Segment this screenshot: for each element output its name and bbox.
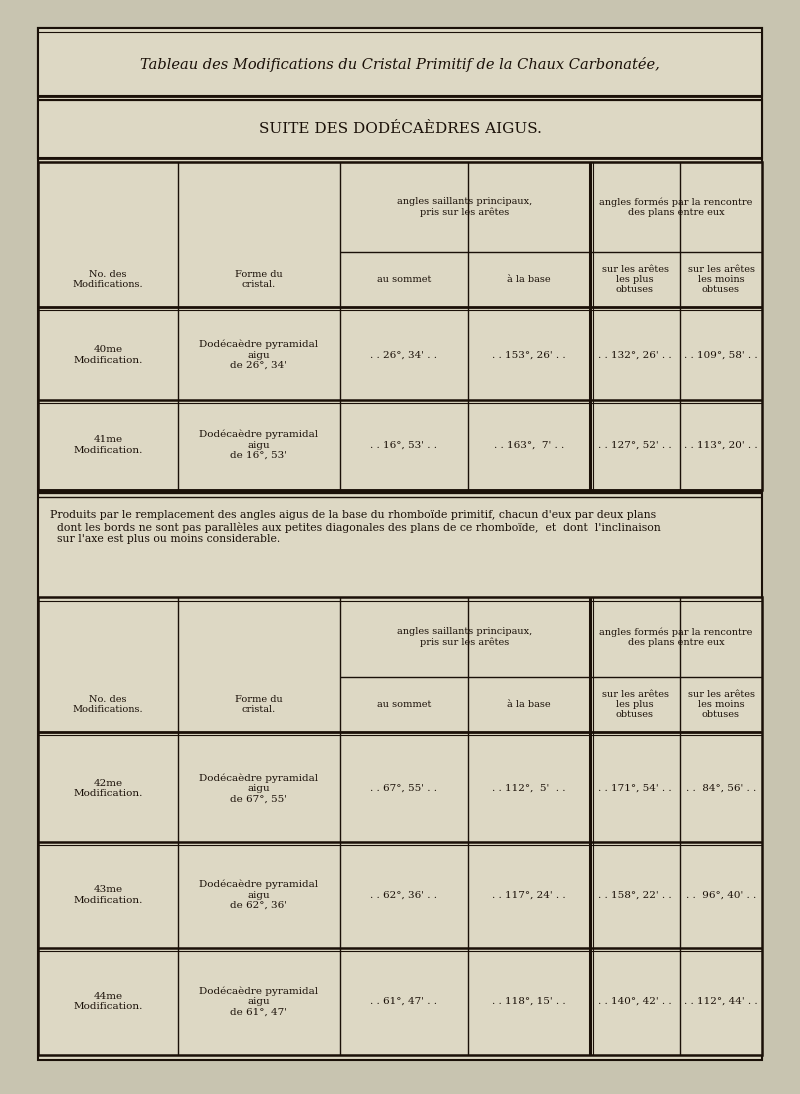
- Text: . . 67°, 55' . .: . . 67°, 55' . .: [370, 783, 438, 793]
- Bar: [38, 100, 762, 158]
- Text: . . 112°, 44' . .: . . 112°, 44' . .: [684, 997, 758, 1006]
- Text: 41me
Modification.: 41me Modification.: [74, 435, 142, 455]
- Text: Dodécaèdre pyramidal
aigu
de 62°, 36': Dodécaèdre pyramidal aigu de 62°, 36': [199, 880, 318, 910]
- Text: . . 127°, 52' . .: . . 127°, 52' . .: [598, 441, 672, 450]
- Text: . . 140°, 42' . .: . . 140°, 42' . .: [598, 997, 672, 1006]
- Text: No. des
Modifications.: No. des Modifications.: [73, 270, 143, 289]
- Bar: [38, 597, 762, 1055]
- Text: . . 118°, 15' . .: . . 118°, 15' . .: [492, 997, 566, 1006]
- Text: No. des
Modifications.: No. des Modifications.: [73, 695, 143, 714]
- Text: Forme du
cristal.: Forme du cristal.: [235, 270, 283, 289]
- Text: . . 112°,  5'  . .: . . 112°, 5' . .: [492, 783, 566, 793]
- Text: 42me
Modification.: 42me Modification.: [74, 779, 142, 798]
- Text: . . 26°, 34' . .: . . 26°, 34' . .: [370, 350, 438, 360]
- Text: . . 171°, 54' . .: . . 171°, 54' . .: [598, 783, 672, 793]
- Text: . . 153°, 26' . .: . . 153°, 26' . .: [492, 350, 566, 360]
- Text: . . 117°, 24' . .: . . 117°, 24' . .: [492, 891, 566, 899]
- Text: Dodécaèdre pyramidal
aigu
de 16°, 53': Dodécaèdre pyramidal aigu de 16°, 53': [199, 430, 318, 461]
- Text: Dodécaèdre pyramidal
aigu
de 61°, 47': Dodécaèdre pyramidal aigu de 61°, 47': [199, 987, 318, 1016]
- Text: . . 62°, 36' . .: . . 62°, 36' . .: [370, 891, 438, 899]
- Text: sur les arêtes
les moins
obtuses: sur les arêtes les moins obtuses: [687, 265, 754, 294]
- Text: au sommet: au sommet: [377, 700, 431, 709]
- Text: Dodécaèdre pyramidal
aigu
de 67°, 55': Dodécaèdre pyramidal aigu de 67°, 55': [199, 773, 318, 803]
- Bar: [38, 28, 762, 96]
- Text: angles saillants principaux,
pris sur les arêtes: angles saillants principaux, pris sur le…: [398, 197, 533, 217]
- Text: à la base: à la base: [507, 275, 551, 284]
- Text: . . 132°, 26' . .: . . 132°, 26' . .: [598, 350, 672, 360]
- Text: . .  84°, 56' . .: . . 84°, 56' . .: [686, 783, 756, 793]
- Text: Produits par le remplacement des angles aigus de la base du rhomboïde primitif, : Produits par le remplacement des angles …: [50, 510, 661, 545]
- Text: sur les arêtes
les plus
obtuses: sur les arêtes les plus obtuses: [602, 265, 669, 294]
- Text: sur les arêtes
les plus
obtuses: sur les arêtes les plus obtuses: [602, 689, 669, 720]
- Text: Tableau des Modifications du Cristal Primitif de la Chaux Carbonatée,: Tableau des Modifications du Cristal Pri…: [140, 57, 660, 71]
- Bar: [38, 162, 762, 490]
- Text: . . 113°, 20' . .: . . 113°, 20' . .: [684, 441, 758, 450]
- Text: . . 109°, 58' . .: . . 109°, 58' . .: [684, 350, 758, 360]
- Text: . . 163°,  7' . .: . . 163°, 7' . .: [494, 441, 564, 450]
- Text: au sommet: au sommet: [377, 275, 431, 284]
- Text: 43me
Modification.: 43me Modification.: [74, 885, 142, 905]
- Text: angles saillants principaux,
pris sur les arêtes: angles saillants principaux, pris sur le…: [398, 627, 533, 647]
- Text: . . 61°, 47' . .: . . 61°, 47' . .: [370, 997, 438, 1006]
- Text: 44me
Modification.: 44me Modification.: [74, 992, 142, 1011]
- Text: angles formés par la rencontre
des plans entre eux: angles formés par la rencontre des plans…: [599, 197, 753, 217]
- Text: . . 158°, 22' . .: . . 158°, 22' . .: [598, 891, 672, 899]
- Text: . . 16°, 53' . .: . . 16°, 53' . .: [370, 441, 438, 450]
- Text: SUITE DES DODÉCAÈDRES AIGUS.: SUITE DES DODÉCAÈDRES AIGUS.: [258, 123, 542, 136]
- Text: à la base: à la base: [507, 700, 551, 709]
- Text: Dodécaèdre pyramidal
aigu
de 26°, 34': Dodécaèdre pyramidal aigu de 26°, 34': [199, 340, 318, 370]
- Text: angles formés par la rencontre
des plans entre eux: angles formés par la rencontre des plans…: [599, 627, 753, 647]
- Text: Forme du
cristal.: Forme du cristal.: [235, 695, 283, 714]
- Text: 40me
Modification.: 40me Modification.: [74, 346, 142, 364]
- Text: sur les arêtes
les moins
obtuses: sur les arêtes les moins obtuses: [687, 689, 754, 720]
- Text: . .  96°, 40' . .: . . 96°, 40' . .: [686, 891, 756, 899]
